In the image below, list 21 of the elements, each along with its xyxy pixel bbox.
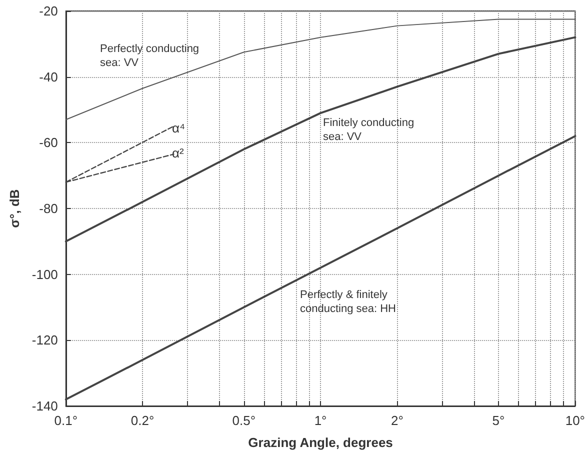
x-tick-label: 1°: [314, 413, 327, 428]
x-tick-label: 2°: [390, 413, 404, 428]
annotation: Perfectly conducting sea: VV: [100, 43, 200, 69]
annotation: α²: [172, 146, 185, 160]
annotation: Perfectly & finitely conducting sea: HH: [300, 289, 396, 315]
y-tick-label: -20: [39, 4, 58, 18]
x-tick-label: 0.2°: [130, 413, 154, 428]
y-tick-label: -140: [32, 398, 58, 414]
x-tick-label: 0.5°: [232, 413, 256, 428]
y-tick-label: -60: [39, 135, 58, 150]
x-axis-title: Grazing Angle, degrees: [248, 435, 393, 450]
y-axis-title: σ°, dB: [7, 189, 22, 228]
y-tick-label: -100: [32, 266, 58, 282]
annotation: α⁴: [172, 120, 186, 136]
y-tick-label: -80: [39, 201, 58, 216]
x-tick-label: 0.1°: [54, 413, 78, 428]
y-tick-label: -120: [32, 332, 58, 348]
x-tick-label: 5°: [492, 413, 505, 428]
x-tick-label: 10°: [565, 413, 586, 428]
y-tick-label: -40: [39, 69, 58, 84]
annotation: Finitely conducting sea: VV: [323, 117, 414, 143]
